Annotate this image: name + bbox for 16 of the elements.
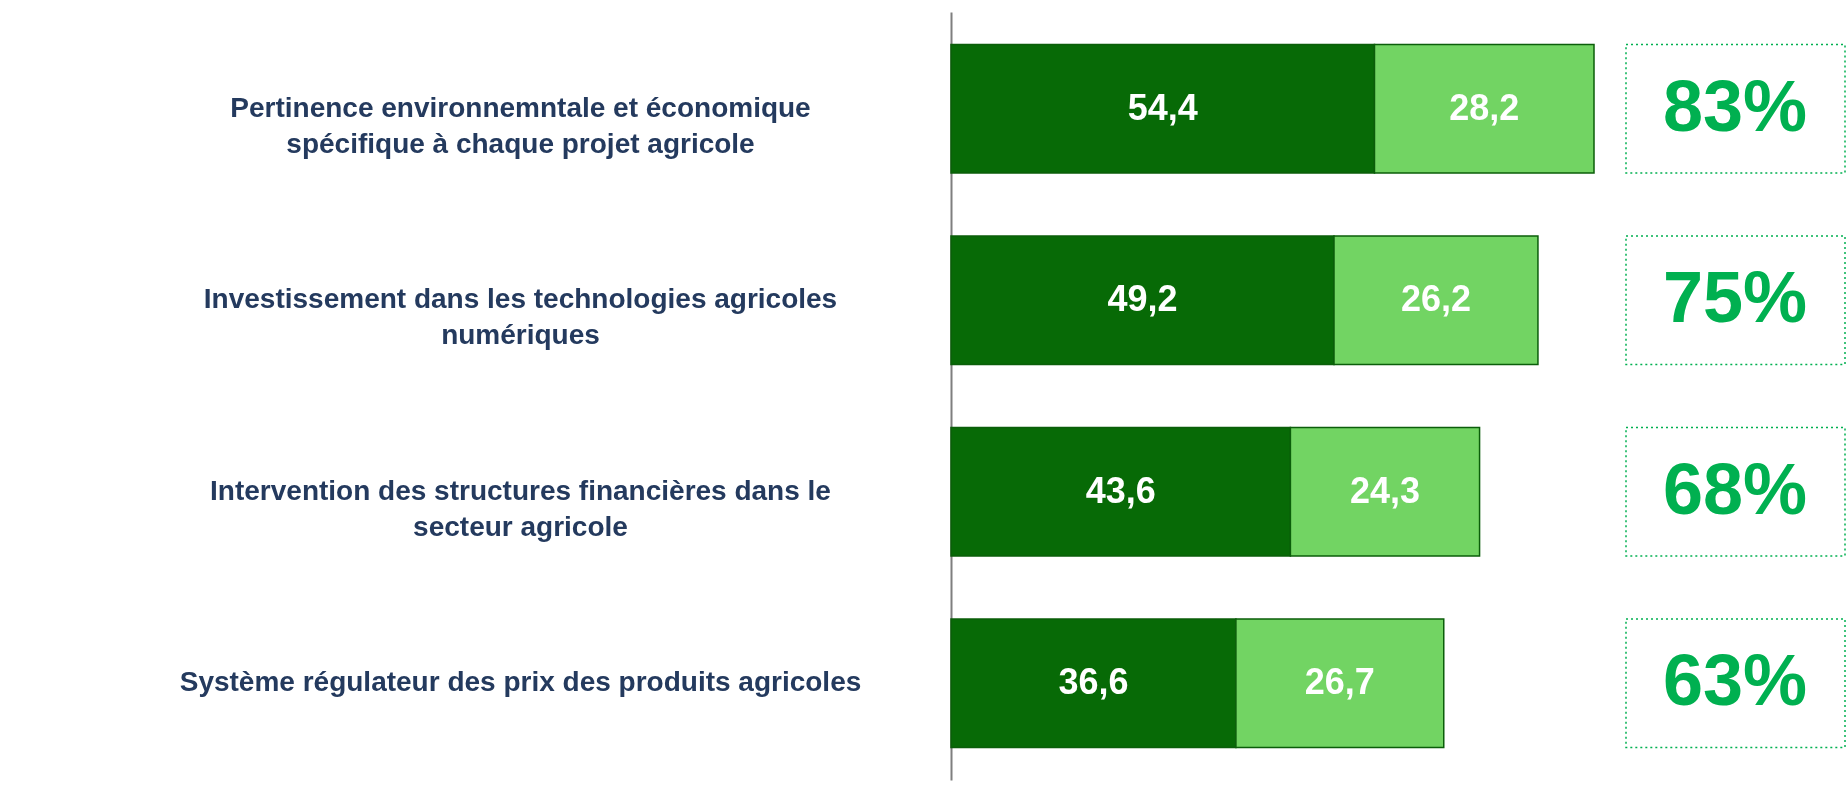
data-label: 26,7 [1304,661,1375,703]
total-label: 75% [1662,257,1808,338]
total-label: 68% [1662,448,1808,529]
y-tick-label: Système régulateur des prix des produits agricoles [179,666,862,698]
data-label: 49,2 [1107,278,1178,320]
y-tick-label: Investissement dans les technologies agricoles numériques [203,283,838,351]
data-label: 54,4 [1127,86,1198,128]
total-label: 83% [1662,65,1808,146]
y-tick-label: Pertinence environnemntale et économique spécifique à chaque projet agricole [230,91,811,159]
data-label: 24,3 [1349,469,1421,511]
data-label: 26,2 [1400,278,1472,320]
total-label: 63% [1662,640,1808,721]
data-label: 28,2 [1449,86,1520,128]
y-tick-label: Intervention des structures financières dans le secteur agricole [210,474,831,542]
data-label: 36,6 [1058,661,1129,703]
data-label: 43,6 [1085,469,1156,511]
